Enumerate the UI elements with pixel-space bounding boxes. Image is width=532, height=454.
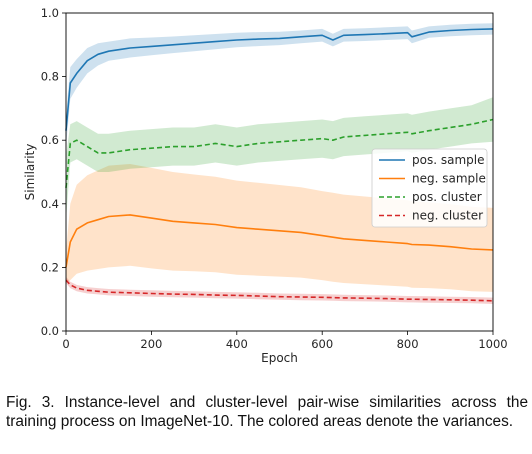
x-tick-label: 200 <box>140 337 162 351</box>
y-tick-label: 0.4 <box>41 197 59 211</box>
x-tick-label: 600 <box>311 337 333 351</box>
x-tick-label: 0 <box>62 337 69 351</box>
x-tick-label: 800 <box>397 337 419 351</box>
y-axis-title: Similarity <box>23 144 37 201</box>
pos-sample-line <box>65 28 494 131</box>
y-tick-label: 0.6 <box>41 133 59 147</box>
pos-cluster-variance-band <box>66 97 493 220</box>
neg-cluster-line <box>65 279 494 302</box>
y-tick-label: 0.2 <box>41 260 59 274</box>
plot-frame <box>65 12 494 332</box>
legend: pos. sample neg. sample pos. cluster neg. c… <box>371 148 488 228</box>
x-tick-label: 1000 <box>478 337 507 351</box>
pos-sample-legend-label: pos. sample <box>412 153 484 167</box>
pos-cluster-line <box>65 118 494 188</box>
legend-box <box>371 148 488 228</box>
pos-cluster-legend-label: pos. cluster <box>412 190 482 204</box>
y-tick-label: 0.0 <box>41 324 59 338</box>
variance-bands <box>66 23 493 304</box>
axis-ticks: 0 200 400 600 800 1000 0.0 0.2 0.4 0.6 0.8 1.0 <box>41 6 508 351</box>
x-tick-label: 400 <box>226 337 248 351</box>
x-axis-title: Epoch <box>261 351 298 365</box>
neg-cluster-legend-label: neg. cluster <box>412 209 483 223</box>
figure-caption: Fig. 3. Instance-level and cluster-level… <box>6 394 528 430</box>
series-lines <box>65 28 494 302</box>
y-tick-label: 1.0 <box>41 6 59 20</box>
neg-sample-legend-label: neg. sample <box>412 172 486 186</box>
neg-cluster-variance-band <box>66 276 493 304</box>
pos-sample-variance-band <box>66 23 493 147</box>
y-tick-label: 0.8 <box>41 70 59 84</box>
neg-sample-variance-band <box>66 164 493 292</box>
neg-sample-line <box>65 214 494 268</box>
